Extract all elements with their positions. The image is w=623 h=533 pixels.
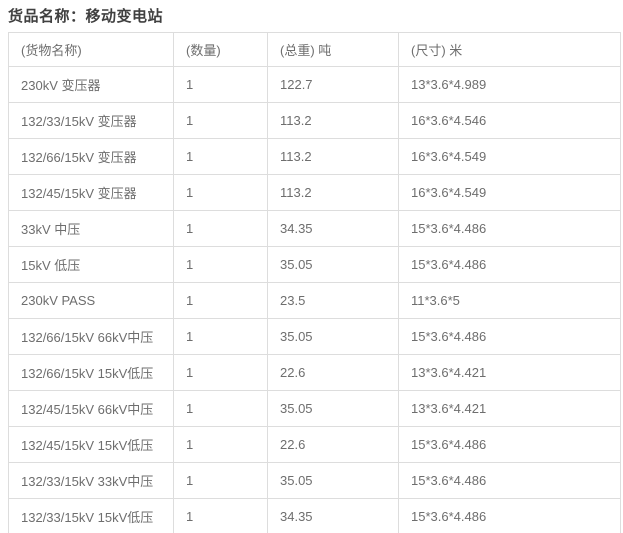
- cell-cargo-name: 132/33/15kV 33kV中压: [8, 462, 174, 499]
- table-body: 230kV 变压器 1 122.7 13*3.6*4.989 132/33/15…: [8, 66, 621, 533]
- cell-quantity: 1: [173, 282, 268, 319]
- cell-cargo-name: 132/33/15kV 15kV低压: [8, 498, 174, 533]
- table-row: 132/66/15kV 66kV中压 1 35.05 15*3.6*4.486: [8, 318, 621, 355]
- cell-quantity: 1: [173, 318, 268, 355]
- cell-cargo-name: 132/66/15kV 66kV中压: [8, 318, 174, 355]
- cell-quantity: 1: [173, 66, 268, 103]
- cell-total-weight: 22.6: [267, 354, 399, 391]
- cell-cargo-name: 132/45/15kV 15kV低压: [8, 426, 174, 463]
- cell-total-weight: 113.2: [267, 102, 399, 139]
- table-row: 132/45/15kV 15kV低压 1 22.6 15*3.6*4.486: [8, 426, 621, 463]
- page-title: 货品名称：移动变电站: [8, 8, 164, 25]
- cell-cargo-name: 230kV PASS: [8, 282, 174, 319]
- cell-total-weight: 34.35: [267, 498, 399, 533]
- cell-dimensions: 15*3.6*4.486: [398, 246, 621, 283]
- cell-cargo-name: 15kV 低压: [8, 246, 174, 283]
- cell-dimensions: 13*3.6*4.421: [398, 354, 621, 391]
- table-row: 132/45/15kV 变压器 1 113.2 16*3.6*4.549: [8, 174, 621, 211]
- cell-total-weight: 35.05: [267, 318, 399, 355]
- cell-quantity: 1: [173, 354, 268, 391]
- table-row: 132/33/15kV 15kV低压 1 34.35 15*3.6*4.486: [8, 498, 621, 533]
- cell-quantity: 1: [173, 102, 268, 139]
- table-row: 132/45/15kV 66kV中压 1 35.05 13*3.6*4.421: [8, 390, 621, 427]
- cell-dimensions: 15*3.6*4.486: [398, 318, 621, 355]
- cell-dimensions: 16*3.6*4.549: [398, 174, 621, 211]
- cell-quantity: 1: [173, 426, 268, 463]
- table-row: 132/66/15kV 15kV低压 1 22.6 13*3.6*4.421: [8, 354, 621, 391]
- cell-quantity: 1: [173, 246, 268, 283]
- table-row: 132/33/15kV 33kV中压 1 35.05 15*3.6*4.486: [8, 462, 621, 499]
- cell-total-weight: 113.2: [267, 174, 399, 211]
- cell-cargo-name: 132/45/15kV 66kV中压: [8, 390, 174, 427]
- cell-dimensions: 15*3.6*4.486: [398, 426, 621, 463]
- table-row: 33kV 中压 1 34.35 15*3.6*4.486: [8, 210, 621, 247]
- cell-quantity: 1: [173, 390, 268, 427]
- cell-cargo-name: 132/66/15kV 15kV低压: [8, 354, 174, 391]
- cell-total-weight: 22.6: [267, 426, 399, 463]
- cell-dimensions: 16*3.6*4.546: [398, 102, 621, 139]
- cell-total-weight: 35.05: [267, 246, 399, 283]
- cell-dimensions: 16*3.6*4.549: [398, 138, 621, 175]
- table-row: 230kV PASS 1 23.5 11*3.6*5: [8, 282, 621, 319]
- cell-dimensions: 13*3.6*4.421: [398, 390, 621, 427]
- cell-total-weight: 34.35: [267, 210, 399, 247]
- cell-quantity: 1: [173, 174, 268, 211]
- cell-total-weight: 35.05: [267, 390, 399, 427]
- header-total-weight: (总重) 吨: [267, 32, 399, 67]
- cell-quantity: 1: [173, 138, 268, 175]
- header-cargo-name: (货物名称): [8, 32, 174, 67]
- cell-cargo-name: 230kV 变压器: [8, 66, 174, 103]
- cell-dimensions: 11*3.6*5: [398, 282, 621, 319]
- cell-cargo-name: 132/33/15kV 变压器: [8, 102, 174, 139]
- table-row: 132/66/15kV 变压器 1 113.2 16*3.6*4.549: [8, 138, 621, 175]
- cell-quantity: 1: [173, 462, 268, 499]
- cell-quantity: 1: [173, 210, 268, 247]
- table-row: 15kV 低压 1 35.05 15*3.6*4.486: [8, 246, 621, 283]
- header-dimensions: (尺寸) 米: [398, 32, 621, 67]
- cell-dimensions: 15*3.6*4.486: [398, 210, 621, 247]
- table-row: 132/33/15kV 变压器 1 113.2 16*3.6*4.546: [8, 102, 621, 139]
- cargo-table: (货物名称) (数量) (总重) 吨 (尺寸) 米 230kV 变压器 1 12…: [8, 32, 621, 533]
- cell-total-weight: 23.5: [267, 282, 399, 319]
- cell-cargo-name: 132/66/15kV 变压器: [8, 138, 174, 175]
- cell-total-weight: 122.7: [267, 66, 399, 103]
- cell-dimensions: 13*3.6*4.989: [398, 66, 621, 103]
- cell-dimensions: 15*3.6*4.486: [398, 462, 621, 499]
- cell-cargo-name: 33kV 中压: [8, 210, 174, 247]
- table-header-row: (货物名称) (数量) (总重) 吨 (尺寸) 米: [8, 32, 621, 67]
- cell-total-weight: 113.2: [267, 138, 399, 175]
- cell-dimensions: 15*3.6*4.486: [398, 498, 621, 533]
- cell-total-weight: 35.05: [267, 462, 399, 499]
- table-row: 230kV 变压器 1 122.7 13*3.6*4.989: [8, 66, 621, 103]
- header-quantity: (数量): [173, 32, 268, 67]
- cell-quantity: 1: [173, 498, 268, 533]
- cell-cargo-name: 132/45/15kV 变压器: [8, 174, 174, 211]
